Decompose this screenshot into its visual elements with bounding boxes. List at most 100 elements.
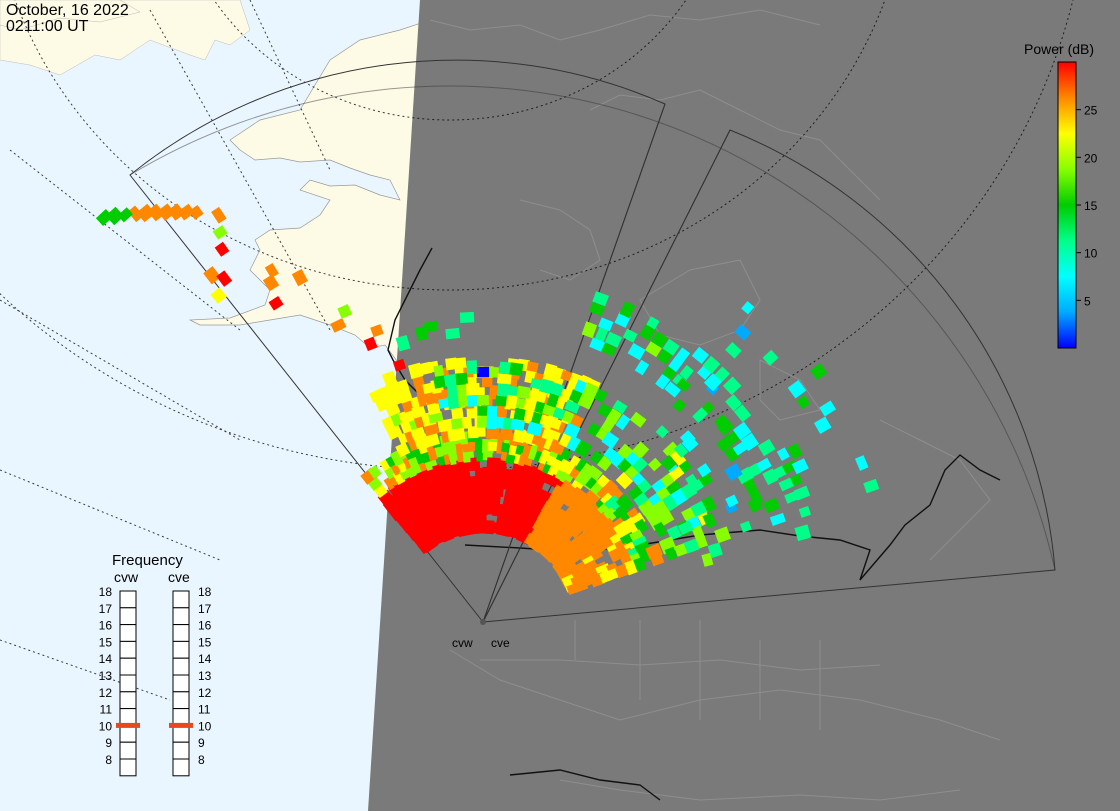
- backscatter-cell: [454, 426, 466, 441]
- backscatter-cell: [499, 426, 513, 441]
- backscatter-cell: [683, 538, 700, 554]
- freq-cell: [172, 708, 190, 726]
- backscatter-cell: [95, 208, 114, 227]
- backscatter-cell: [743, 478, 759, 495]
- backscatter-cell: [692, 407, 709, 424]
- backscatter-cell: [673, 443, 689, 458]
- backscatter-cell: [548, 382, 564, 397]
- backscatter-cell: [167, 203, 185, 221]
- backscatter-cell: [733, 404, 752, 423]
- landmass-day: [0, 0, 420, 366]
- frequency-title: Frequency: [112, 552, 183, 569]
- backscatter-cell: [454, 357, 467, 369]
- backscatter-cell: [639, 323, 656, 342]
- backscatter-cell: [685, 473, 700, 489]
- backscatter-cell: [725, 394, 743, 412]
- backscatter-cell: [396, 386, 413, 404]
- frequency-columns: 18 18 17 17 16 16 15 15 14 14 13 13 12 12 11 11 10 10 9 9 8 8: [99, 585, 212, 777]
- backscatter-cell: [212, 225, 228, 240]
- backscatter-cell: [691, 525, 705, 541]
- freq-scale-label: 8: [198, 753, 205, 767]
- freq-cell: [172, 758, 190, 777]
- backscatter-cell: [268, 296, 284, 311]
- freq-cell: [119, 741, 137, 760]
- backscatter-cell: [787, 379, 807, 399]
- freq-cell: [119, 691, 137, 710]
- backscatter-cell: [477, 406, 489, 416]
- alaska-canada-border: [387, 247, 433, 396]
- backscatter-cell: [367, 464, 382, 479]
- date-label: October, 16 2022: [6, 2, 129, 19]
- backscatter-cell: [496, 382, 510, 397]
- backscatter-cell: [443, 373, 459, 387]
- backscatter-cell: [526, 421, 543, 437]
- backscatter-cell: [757, 438, 776, 457]
- freq-scale-label: 9: [198, 736, 205, 750]
- freq-cell: [119, 708, 137, 726]
- backscatter-cell: [653, 521, 668, 538]
- colorbar-title: Power (dB): [1024, 41, 1094, 57]
- backscatter-cell: [491, 458, 508, 472]
- east-coast: [859, 454, 1001, 581]
- time-label: 0211:00 UT: [6, 18, 89, 35]
- backscatter-cell: [337, 304, 353, 319]
- backscatter-cell: [627, 342, 646, 361]
- backscatter-cell: [568, 486, 587, 505]
- freq-radar-label-cvw: cvw: [114, 569, 139, 585]
- backscatter-cell: [701, 401, 715, 414]
- backscatter-cell: [516, 385, 531, 400]
- freq-cell: [119, 607, 137, 626]
- freq-scale-label: 18: [99, 585, 113, 599]
- backscatter-cell: [740, 432, 760, 452]
- cvw-fov: [129, 59, 666, 624]
- alaska-land: [188, 19, 420, 366]
- backscatter-cells: [95, 203, 880, 595]
- backscatter-cell: [383, 475, 398, 491]
- freq-scale-label: 10: [99, 719, 113, 733]
- freq-cell: [172, 624, 190, 642]
- backscatter-cell: [408, 363, 423, 379]
- backscatter-cell: [725, 494, 739, 508]
- backscatter-cell: [450, 418, 463, 430]
- backscatter-cell: [662, 441, 680, 458]
- backscatter-cell: [466, 360, 478, 375]
- backscatter-cell: [732, 421, 752, 441]
- backscatter-cell: [508, 385, 519, 397]
- backscatter-cell: [377, 489, 394, 506]
- backscatter-cell: [481, 377, 493, 388]
- backscatter-cell: [147, 203, 165, 222]
- night-coastlines: [429, 9, 1001, 801]
- backscatter-cell: [564, 399, 581, 414]
- backscatter-cell: [606, 408, 622, 425]
- backscatter-cell: [188, 204, 204, 220]
- backscatter-cell: [679, 364, 694, 381]
- backscatter-cell: [655, 425, 669, 439]
- backscatter-cell: [633, 492, 650, 509]
- siberia-land: [0, 0, 251, 76]
- backscatter-cell: [716, 435, 733, 452]
- freq-scale-label: 15: [99, 635, 113, 649]
- colorbar-tick-label: 15: [1084, 199, 1098, 213]
- backscatter-cell: [210, 287, 227, 304]
- backscatter-cell: [602, 479, 619, 496]
- backscatter-cell: [604, 494, 623, 513]
- backscatter-cell: [552, 407, 566, 420]
- backscatter-cell: [638, 498, 656, 516]
- backscatter-cell: [330, 318, 347, 333]
- backscatter-cell: [666, 525, 682, 541]
- backscatter-cell: [713, 414, 731, 431]
- backscatter-cell: [451, 407, 464, 420]
- backscatter-cell: [631, 456, 649, 474]
- freq-scale-label: 12: [198, 686, 212, 700]
- backscatter-cell: [648, 549, 665, 567]
- colorbar-tick-label: 5: [1084, 294, 1091, 308]
- freq-scale-label: 9: [105, 736, 112, 750]
- backscatter-cell: [655, 373, 671, 390]
- backscatter-cell: [647, 457, 662, 472]
- freq-cell: [172, 674, 190, 693]
- freq-marker: [116, 722, 140, 728]
- backscatter-cell: [657, 507, 675, 526]
- backscatter-cell: [676, 377, 691, 393]
- freq-cell: [172, 741, 190, 760]
- freq-scale-label: 12: [99, 686, 113, 700]
